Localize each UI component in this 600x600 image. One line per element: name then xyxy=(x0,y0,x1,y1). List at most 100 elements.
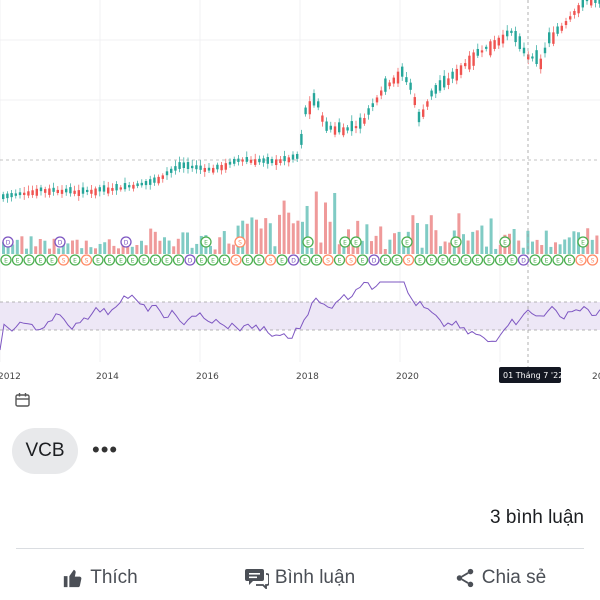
event-circle xyxy=(11,254,24,266)
event-circle xyxy=(483,254,495,266)
volume-bar xyxy=(25,248,28,254)
volume-bar xyxy=(475,230,479,254)
volume-bar xyxy=(554,242,557,254)
event-marker: E xyxy=(161,254,173,266)
volume-bar xyxy=(471,231,475,254)
volume-bar xyxy=(590,239,594,254)
candle-body xyxy=(140,182,143,186)
event-letter: E xyxy=(418,258,422,265)
event-circle xyxy=(149,254,162,266)
event-letter: E xyxy=(533,258,537,265)
comment-button[interactable]: Bình luận xyxy=(200,556,400,600)
event-marker: E xyxy=(425,254,438,266)
volume-bar xyxy=(209,245,212,254)
volume-bar xyxy=(94,248,97,254)
ticker-tag-chip[interactable]: VCB xyxy=(12,428,78,474)
event-letter: E xyxy=(395,258,399,265)
candle-body xyxy=(228,161,232,165)
volume-bar xyxy=(521,247,525,254)
event-circle xyxy=(552,254,564,266)
like-button[interactable]: Thích xyxy=(0,556,200,600)
volume-bar xyxy=(167,240,171,254)
event-circle xyxy=(310,254,323,266)
event-marker: E xyxy=(195,254,208,266)
volume-bar xyxy=(181,232,185,254)
event-marker-upper: E xyxy=(450,236,462,248)
candle-body xyxy=(350,121,353,132)
volume-bar xyxy=(20,236,24,254)
event-letter: E xyxy=(4,258,8,265)
event-circle xyxy=(517,254,530,266)
event-circle xyxy=(540,254,553,266)
event-letter: S xyxy=(269,258,273,265)
volume-bar xyxy=(121,244,125,254)
post-action-bar: Thích Bình luận Chia sẻ xyxy=(0,556,600,600)
candle-body xyxy=(569,16,572,20)
candle-body xyxy=(455,68,458,81)
event-letter: E xyxy=(306,240,310,247)
volume-bar xyxy=(227,243,231,254)
event-letter: D xyxy=(291,258,296,265)
volume-bar xyxy=(29,236,33,254)
volume-bar xyxy=(563,239,567,254)
candle-body xyxy=(203,167,206,172)
volume-bar xyxy=(2,241,5,254)
event-marker: D xyxy=(184,254,196,266)
event-marker: E xyxy=(103,254,116,266)
event-marker: S xyxy=(575,254,587,266)
event-circle xyxy=(69,254,81,266)
event-letter: E xyxy=(503,240,507,247)
candle-body xyxy=(174,166,177,171)
event-letter: E xyxy=(545,258,549,265)
comment-count[interactable]: 3 bình luận xyxy=(489,507,584,528)
more-dots-icon[interactable]: ••• xyxy=(92,437,119,462)
candle-body xyxy=(262,158,265,163)
event-letter: E xyxy=(361,258,365,265)
event-circle xyxy=(103,254,116,266)
event-circle xyxy=(34,254,47,266)
event-circle xyxy=(57,254,70,266)
event-circle xyxy=(586,254,599,266)
volume-bar xyxy=(48,248,51,254)
candle-body xyxy=(6,193,9,199)
volume-bar xyxy=(291,223,295,254)
volume-bar xyxy=(429,215,433,254)
event-marker: E xyxy=(437,254,449,266)
calendar-icon[interactable] xyxy=(14,392,32,408)
event-circle xyxy=(339,236,351,248)
event-marker-upper: D xyxy=(120,236,132,248)
event-letter: E xyxy=(119,258,123,265)
volume-bar xyxy=(485,246,488,254)
volume-bar xyxy=(402,239,406,254)
volume-bar xyxy=(383,248,387,254)
volume-bar xyxy=(324,202,327,254)
candle-body xyxy=(577,5,580,14)
candle-body xyxy=(90,189,93,194)
event-marker: E xyxy=(0,254,12,266)
candle-body xyxy=(275,159,278,166)
candle-body xyxy=(417,111,421,123)
event-circle xyxy=(350,236,362,248)
volume-bar xyxy=(443,241,447,254)
event-letter: E xyxy=(177,258,181,265)
share-label: Chia sẻ xyxy=(481,567,547,588)
volume-bar xyxy=(439,246,442,254)
volume-bar xyxy=(153,231,157,254)
candle-body xyxy=(296,153,299,159)
candle-body xyxy=(115,184,118,191)
candle-body xyxy=(321,115,324,122)
candle-body xyxy=(384,78,387,92)
event-marker: E xyxy=(218,254,231,266)
event-circle xyxy=(345,254,357,266)
event-letter: E xyxy=(384,258,388,265)
candle-body xyxy=(359,117,362,129)
candle-body xyxy=(413,97,416,106)
candle-body xyxy=(409,82,412,90)
candle-body xyxy=(371,103,374,107)
rsi-panel xyxy=(0,281,600,351)
share-button[interactable]: Chia sẻ xyxy=(400,556,600,600)
event-letter: E xyxy=(476,258,480,265)
event-letter: D xyxy=(188,258,193,265)
